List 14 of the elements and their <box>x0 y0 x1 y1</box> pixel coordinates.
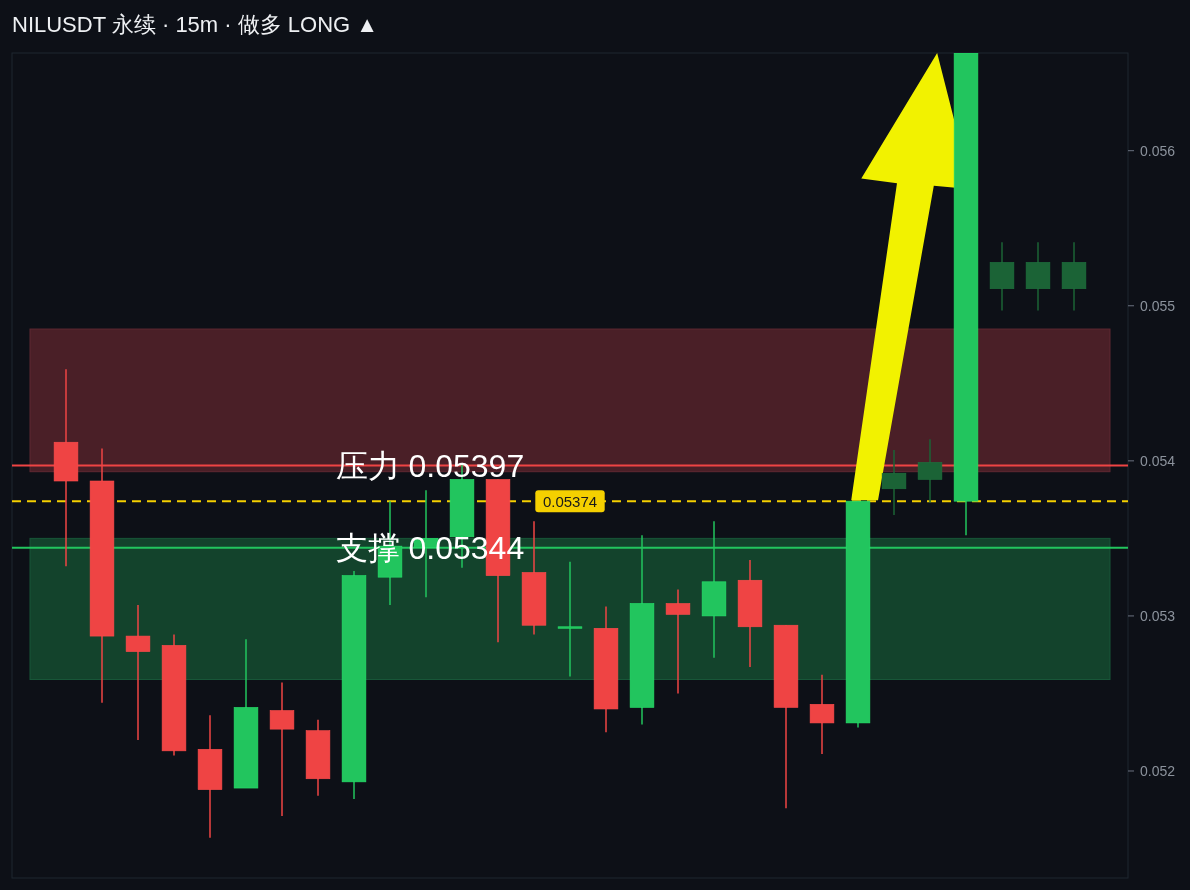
candlestick <box>809 674 835 755</box>
y-tick-label: 0.054 <box>1140 452 1176 469</box>
y-tick-label: 0.053 <box>1140 607 1176 624</box>
candlestick <box>917 438 943 504</box>
ref-line-label: 0.05374 <box>542 492 598 510</box>
candlestick <box>125 604 151 741</box>
candlestick <box>557 560 583 678</box>
candlestick <box>269 681 295 817</box>
candlestick <box>881 449 907 516</box>
y-tick-label: 0.056 <box>1140 142 1176 159</box>
chart-title: NILUSDT 永续 · 15m · 做多 LONG ▲ <box>12 12 379 37</box>
y-tick-label: 0.052 <box>1140 763 1176 779</box>
candlestick <box>665 588 691 695</box>
y-tick-label: 0.055 <box>1140 297 1176 314</box>
